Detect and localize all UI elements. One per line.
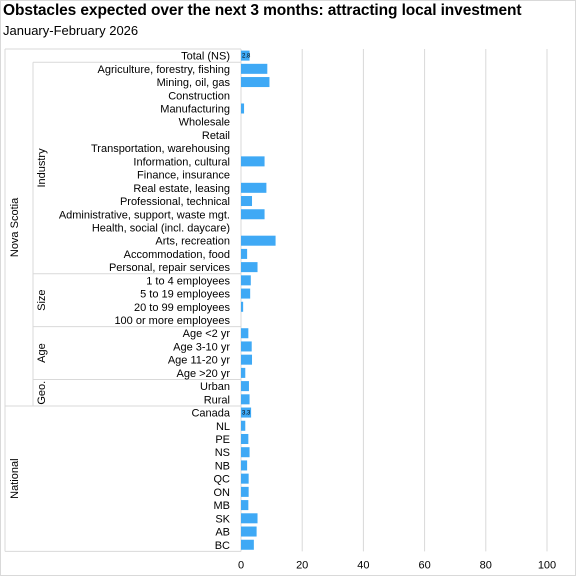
- bar-20-to-99-employees: [241, 302, 243, 312]
- outer-label-nova-scotia: Nova Scotia: [9, 197, 21, 257]
- bar-nl: [241, 421, 245, 431]
- category-label-ab: AB: [215, 527, 230, 539]
- gridlines: [241, 49, 547, 551]
- bar-administrative-support-waste-mgt: [241, 209, 265, 219]
- bar-on: [241, 487, 249, 497]
- bar-bc: [241, 540, 254, 550]
- bar-urban: [241, 381, 249, 391]
- category-label-age-2-yr: Age <2 yr: [183, 328, 231, 340]
- bar-accommodation-food: [241, 249, 247, 259]
- category-label-1-to-4-employees: 1 to 4 employees: [146, 275, 230, 287]
- category-label-urban: Urban: [200, 381, 230, 393]
- category-label-on: ON: [214, 487, 231, 499]
- category-label-nl: NL: [216, 421, 230, 433]
- category-label-agriculture-forestry-fishing: Agriculture, forestry, fishing: [98, 64, 230, 76]
- category-label-total-ns: Total (NS): [181, 51, 230, 63]
- group-labels: Industry Size Age Geo. Nova Scotia National: [9, 148, 48, 499]
- bar-real-estate-leasing: [241, 183, 266, 193]
- x-tick-label: 0: [238, 559, 244, 571]
- category-label-mining-oil-gas: Mining, oil, gas: [157, 77, 231, 89]
- group-label-size: Size: [36, 289, 48, 310]
- bar-arts-recreation: [241, 236, 276, 246]
- bar-ab: [241, 527, 257, 537]
- category-label-100-or-more-employees: 100 or more employees: [114, 315, 230, 327]
- bar-qc: [241, 474, 249, 484]
- category-label-age-11-20-yr: Age 11-20 yr: [168, 355, 231, 367]
- bar-pe: [241, 434, 248, 444]
- category-label-retail: Retail: [202, 130, 230, 142]
- bar-personal-repair-services: [241, 262, 258, 272]
- category-label-information-cultural: Information, cultural: [133, 156, 230, 168]
- category-label-sk: SK: [215, 513, 230, 525]
- category-label-finance-insurance: Finance, insurance: [137, 170, 230, 182]
- x-tick-label: 40: [357, 559, 369, 571]
- category-label-mb: MB: [214, 500, 231, 512]
- category-label-qc: QC: [214, 474, 231, 486]
- category-label-arts-recreation: Arts, recreation: [155, 236, 230, 248]
- bar-age-11-20-yr: [241, 355, 252, 365]
- x-tick-label: 20: [296, 559, 308, 571]
- bar-age-2-yr: [241, 328, 248, 338]
- bar-age-3-10-yr: [241, 341, 252, 351]
- bar-professional-technical: [241, 196, 252, 206]
- category-label-wholesale: Wholesale: [179, 117, 230, 129]
- category-label-rural: Rural: [204, 394, 230, 406]
- category-label-5-to-19-employees: 5 to 19 employees: [140, 289, 230, 301]
- outer-label-national: National: [9, 458, 21, 498]
- x-tick-label: 80: [480, 559, 492, 571]
- category-label-nb: NB: [215, 460, 230, 472]
- category-label-personal-repair-services: Personal, repair services: [109, 262, 231, 274]
- bar-rural: [241, 394, 250, 404]
- category-label-canada: Canada: [191, 408, 230, 420]
- bar-agriculture-forestry-fishing: [241, 64, 267, 74]
- category-label-ns: NS: [215, 447, 230, 459]
- category-labels: Total (NS)Agriculture, forestry, fishing…: [59, 51, 231, 552]
- category-label-accommodation-food: Accommodation, food: [124, 249, 230, 261]
- category-label-manufacturing: Manufacturing: [160, 103, 230, 115]
- bar-nb: [241, 460, 247, 470]
- bar-age-20-yr: [241, 368, 245, 378]
- category-label-transportation-warehousing: Transportation, warehousing: [91, 143, 230, 155]
- category-label-age-3-10-yr: Age 3-10 yr: [173, 341, 230, 353]
- category-label-pe: PE: [215, 434, 230, 446]
- category-label-real-estate-leasing: Real estate, leasing: [133, 183, 230, 195]
- category-label-health-social-incl-daycare: Health, social (incl. daycare): [92, 222, 230, 234]
- bar-sk: [241, 513, 258, 523]
- category-label-bc: BC: [215, 540, 230, 552]
- bars: 2.8 3.3: [241, 51, 276, 550]
- bar-ns: [241, 447, 250, 457]
- bar-mining-oil-gas: [241, 77, 269, 87]
- bar-1-to-4-employees: [241, 275, 251, 285]
- data-label-canada: 3.3: [242, 411, 251, 417]
- category-label-administrative-support-waste-mgt: Administrative, support, waste mgt.: [59, 209, 230, 221]
- category-label-20-to-99-employees: 20 to 99 employees: [134, 302, 231, 314]
- group-label-geo: Geo.: [36, 381, 48, 405]
- group-label-industry: Industry: [36, 148, 48, 188]
- data-label-total-ns: 2.8: [242, 54, 251, 60]
- bar-mb: [241, 500, 248, 510]
- category-label-professional-technical: Professional, technical: [120, 196, 230, 208]
- bar-manufacturing: [241, 103, 244, 113]
- x-tick-label: 60: [418, 559, 430, 571]
- group-label-age: Age: [36, 343, 48, 363]
- x-axis-ticks: 0 20 40 60 80 100: [238, 559, 556, 571]
- bar-5-to-19-employees: [241, 289, 250, 299]
- category-label-age-20-yr: Age >20 yr: [176, 368, 230, 380]
- category-label-construction: Construction: [168, 90, 230, 102]
- bar-information-cultural: [241, 156, 265, 166]
- x-tick-label: 100: [538, 559, 556, 571]
